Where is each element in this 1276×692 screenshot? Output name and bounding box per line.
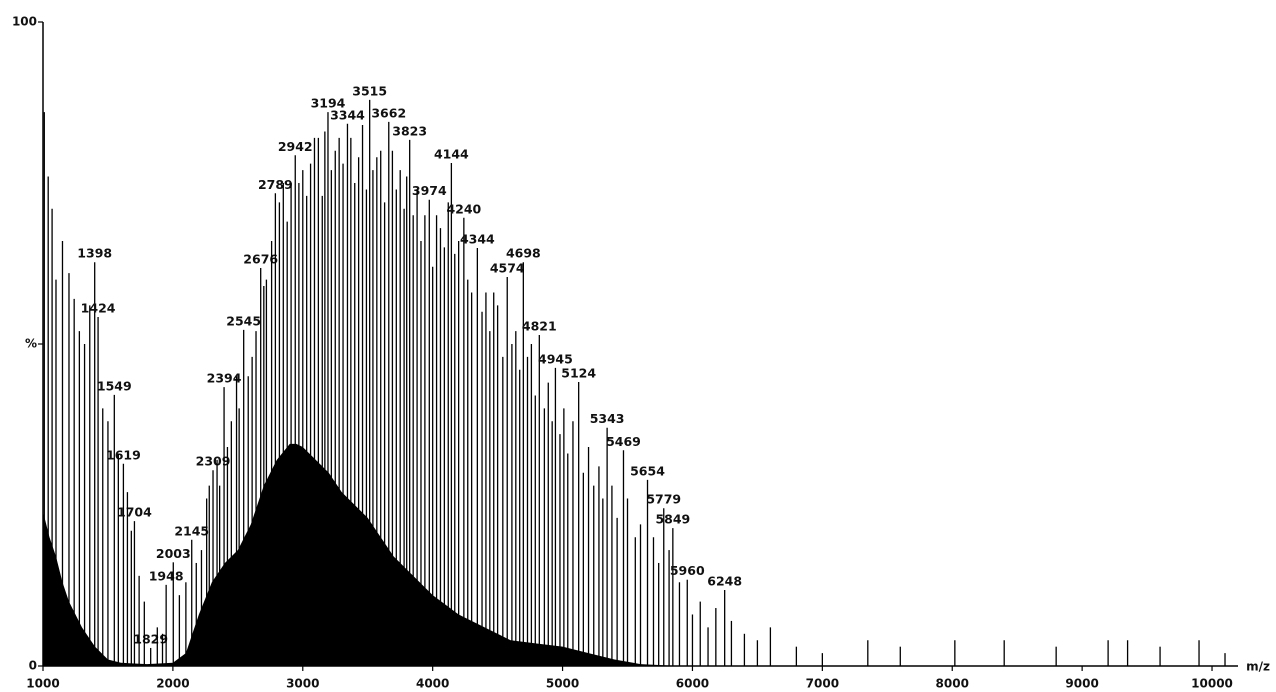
peak-label: 4574 xyxy=(490,261,525,276)
y-tick-label: 0 xyxy=(29,659,37,673)
peak-label: 2789 xyxy=(258,177,293,192)
x-tick-label: 7000 xyxy=(806,677,839,691)
y-tick-label: 100 xyxy=(12,15,37,29)
envelope-area xyxy=(43,443,1238,666)
x-tick-label: 1000 xyxy=(26,677,59,691)
peak-label: 2942 xyxy=(278,139,313,154)
x-tick-label: 5000 xyxy=(546,677,579,691)
peak-label: 5849 xyxy=(655,512,690,527)
peak-label: 2003 xyxy=(156,546,191,561)
peak-label: 5343 xyxy=(590,411,625,426)
peak-label: 5469 xyxy=(606,434,641,449)
x-tick-label: 9000 xyxy=(1065,677,1098,691)
peak-label: 5654 xyxy=(630,463,665,478)
peak-label: 2394 xyxy=(207,371,242,386)
peak-label: 1619 xyxy=(106,447,141,462)
peak-label: 1948 xyxy=(149,568,184,583)
peak-label: 4144 xyxy=(434,147,469,162)
peak-label: 6248 xyxy=(707,574,742,589)
peak-label: 4344 xyxy=(460,232,495,247)
peak-label: 3823 xyxy=(392,123,427,138)
peak-label: 5960 xyxy=(670,563,705,578)
peak-label: 3194 xyxy=(311,96,346,111)
peak-label: 3515 xyxy=(352,83,387,98)
peak-label: 1549 xyxy=(97,378,132,393)
peak-label: 3662 xyxy=(371,105,406,120)
peak-label: 4240 xyxy=(446,201,481,216)
x-tick-label: 8000 xyxy=(936,677,969,691)
peak-label: 4945 xyxy=(538,351,573,366)
x-tick-label: 10000 xyxy=(1191,677,1233,691)
peak-label: 2545 xyxy=(226,313,261,328)
peak-label: 1424 xyxy=(81,300,116,315)
peak-label: 5779 xyxy=(646,492,681,507)
peak-label: 2145 xyxy=(174,523,209,538)
peak-label: 3974 xyxy=(412,183,447,198)
peak-label: 1829 xyxy=(133,631,168,646)
x-tick-label: 4000 xyxy=(416,677,449,691)
peak-label: 5124 xyxy=(561,365,596,380)
x-axis-label: m/z xyxy=(1246,660,1270,674)
peak-label: 4821 xyxy=(522,318,557,333)
x-tick-label: 2000 xyxy=(156,677,189,691)
peak-label: 1398 xyxy=(77,246,112,261)
peak-label: 4698 xyxy=(506,246,541,261)
peak-label: 2309 xyxy=(196,454,231,469)
x-tick-label: 3000 xyxy=(286,677,319,691)
x-tick-label: 6000 xyxy=(676,677,709,691)
y-tick-label: % xyxy=(25,337,37,351)
peak-label: 1704 xyxy=(117,505,152,520)
peak-label: 2676 xyxy=(243,252,278,267)
peak-label: 3344 xyxy=(330,107,365,122)
